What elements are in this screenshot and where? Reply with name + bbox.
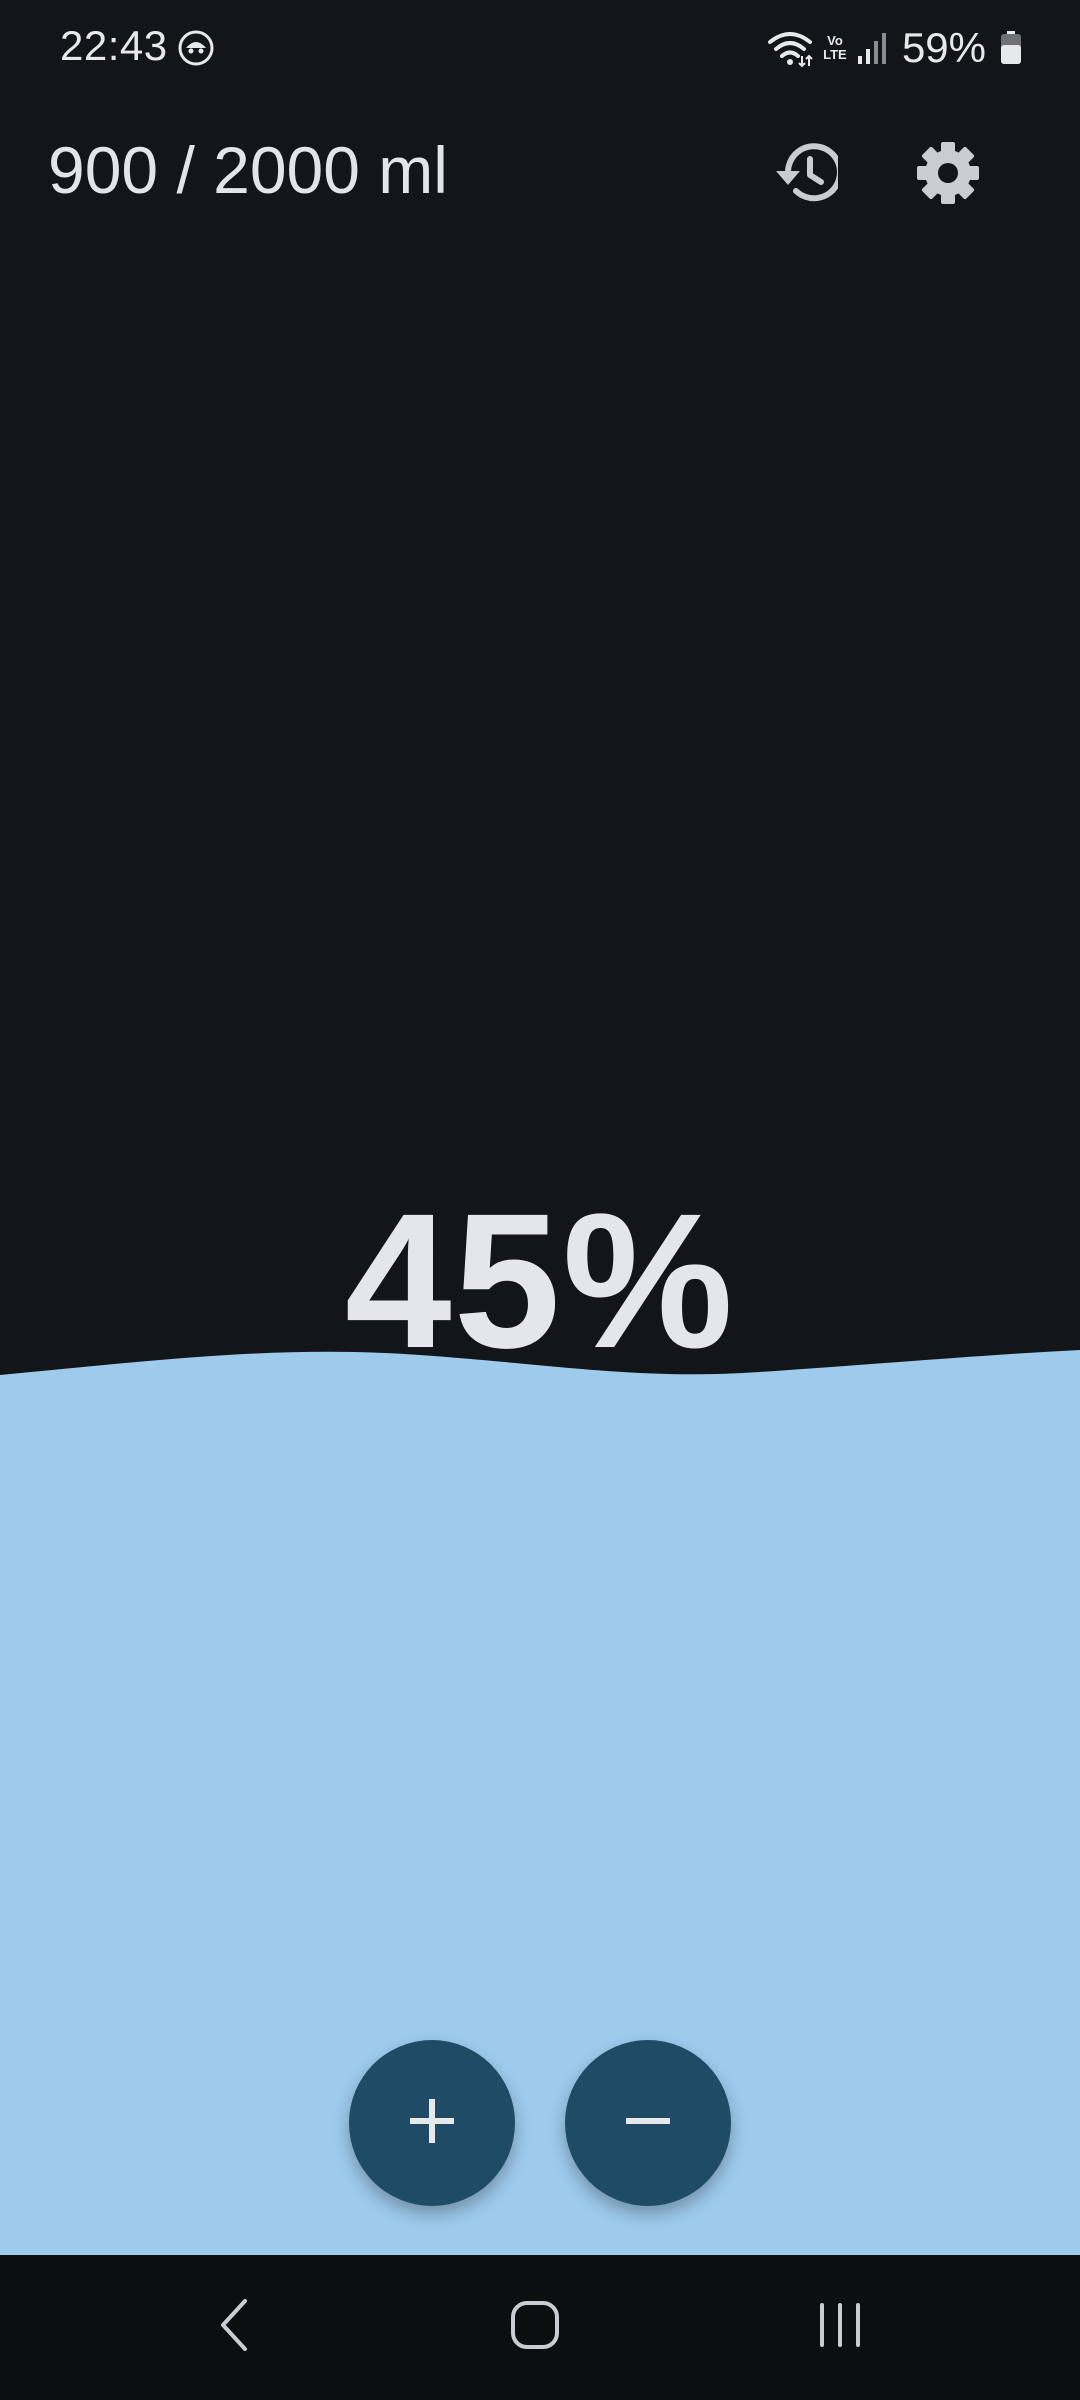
history-icon: [768, 141, 843, 210]
status-bar: 22:43 Vo LTE: [0, 0, 1080, 100]
add-water-button[interactable]: [349, 2040, 515, 2206]
minus-icon: [624, 2097, 672, 2150]
gear-icon: [916, 141, 980, 210]
remove-water-button[interactable]: [565, 2040, 731, 2206]
recents-button[interactable]: [760, 2255, 920, 2400]
status-icons: Vo LTE 59%: [766, 20, 1022, 76]
app-notification-icon: [178, 30, 214, 66]
intake-summary: 900 / 2000 ml: [48, 133, 448, 207]
wifi-icon: [766, 28, 814, 68]
home-button[interactable]: [455, 2255, 615, 2400]
recents-icon: [814, 2299, 866, 2356]
history-button[interactable]: [758, 130, 848, 220]
water-fill: [0, 1410, 1080, 2255]
plus-icon: [408, 2097, 456, 2150]
home-icon: [509, 2299, 561, 2356]
water-wave: [0, 1350, 1080, 1420]
volte-icon: Vo LTE: [820, 34, 850, 62]
navigation-bar: [0, 2255, 1080, 2400]
battery-percent: 59%: [901, 24, 986, 71]
progress-percent: 45%: [344, 1173, 736, 1388]
back-button[interactable]: [155, 2255, 315, 2400]
status-time: 22:43: [60, 22, 168, 69]
battery-icon: [1000, 31, 1022, 65]
settings-button[interactable]: [903, 130, 993, 220]
back-icon: [215, 2297, 255, 2358]
volte-label: Vo LTE: [823, 33, 847, 62]
signal-icon: [856, 30, 890, 66]
